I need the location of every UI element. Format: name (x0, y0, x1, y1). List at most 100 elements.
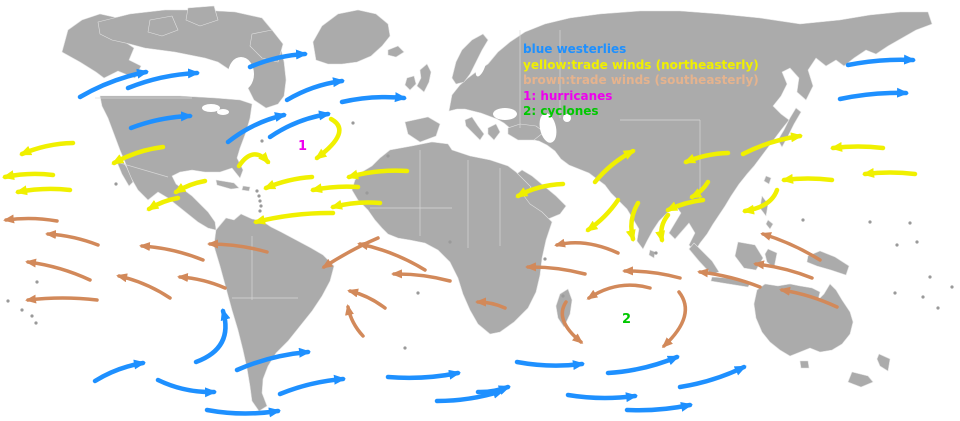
yellow-wind-arrow (19, 140, 76, 157)
yellow-wind-arrow (862, 167, 918, 178)
lakes-layer (202, 55, 571, 143)
brown-wind-arrow (753, 260, 814, 280)
blue-wind-arrow (514, 359, 585, 371)
blue-wind-arrow (475, 384, 511, 395)
small-island-dot (928, 275, 932, 279)
brown-wind-arrow (560, 300, 584, 344)
small-island-dot (908, 221, 912, 225)
small-island-dot (801, 218, 805, 222)
yellow-wind-arrow (625, 200, 641, 242)
blue-wind-arrow (277, 374, 346, 397)
brown-wind-arrow (525, 262, 587, 276)
yellow-wind-arrow (742, 187, 780, 215)
small-island-dot (561, 294, 565, 298)
brown-wind-arrow (622, 266, 682, 280)
brown-wind-arrow (25, 258, 92, 282)
yellow-wind-arrow (173, 178, 208, 195)
yellow-wind-arrow (263, 174, 315, 191)
brown-wind-arrow (347, 288, 387, 310)
hurricane-region-label: 1 (298, 139, 307, 154)
landmass-canada (97, 9, 287, 109)
yellow-wind-arrow (111, 144, 166, 166)
landmass-usa-mexico (99, 95, 253, 231)
country-borders-layer (95, 30, 701, 300)
landmass-anatolia (507, 123, 545, 141)
yellow-wind-arrow (689, 179, 711, 200)
yellow-wind-arrow (655, 212, 671, 243)
blue-wind-arrow (565, 392, 638, 403)
landmass-ireland (404, 75, 417, 91)
yellow-wind-arrow (781, 173, 835, 184)
brown-wind-arrow (321, 236, 380, 269)
blue-wind-arrow (267, 110, 331, 140)
small-island-dot (34, 321, 38, 325)
landmass-sri-lanka (648, 249, 656, 259)
yellow-wind-arrow (585, 197, 621, 233)
landmass-greenland (312, 9, 391, 65)
brown-wind-arrow (554, 238, 620, 255)
brown-wind-arrow (139, 242, 205, 262)
brown-wind-arrow (586, 283, 652, 300)
yellow-wind-arrow (330, 199, 383, 210)
landmass-italy (464, 116, 485, 141)
landmass-iceland (387, 45, 405, 58)
small-island-dot (893, 291, 897, 295)
brown-wind-arrow (661, 290, 688, 349)
brown-wind-arrow (345, 304, 365, 338)
blue-wind-arrow (605, 354, 680, 376)
landmass-arctic-island (147, 15, 179, 37)
blue-wind-arrow (837, 87, 909, 102)
brown-wind-arrow (25, 294, 99, 304)
small-island-dot (20, 308, 24, 312)
brown-wind-arrow (3, 214, 59, 224)
brown-wind-arrow (391, 269, 452, 283)
small-island-dot (114, 182, 118, 186)
brown-wind-arrow (779, 286, 839, 309)
small-island-dot (35, 280, 39, 284)
cyclone-region-label: 2 (622, 312, 631, 327)
small-island-dot (351, 121, 355, 125)
small-islands-layer (6, 121, 954, 350)
yellow-wind-arrow (146, 195, 181, 212)
brown-wind-arrow (697, 268, 762, 289)
blue-wind-arrow (193, 308, 231, 365)
small-island-dot (260, 139, 264, 143)
small-island-dot (915, 240, 919, 244)
legend-westerlies: blue westerlies (523, 42, 627, 56)
blue-wind-arrow (677, 364, 747, 390)
yellow-wind-arrow (515, 181, 566, 199)
baltic-sea (475, 55, 487, 77)
landmass-philippines (765, 219, 774, 230)
landmass-hispaniola (241, 185, 251, 192)
landmass-africa (351, 141, 553, 335)
landmass-baffin (249, 29, 284, 63)
great-lakes (217, 109, 229, 115)
aral-sea (563, 114, 571, 122)
blue-wind-arrow (284, 77, 345, 103)
brown-wind-arrow (475, 297, 507, 310)
yellow-wind-arrow (236, 151, 271, 169)
brown-wind-arrow (177, 273, 227, 290)
legend-hurricanes: 1: hurricanes (523, 88, 613, 103)
small-island-dot (543, 257, 547, 261)
blue-wind-arrow (155, 377, 217, 398)
small-island-dot (258, 199, 262, 203)
blue-wind-arrow (125, 68, 200, 91)
hudson-bay (228, 57, 254, 91)
small-island-dot (868, 220, 872, 224)
blue-wind-arrow (225, 112, 287, 145)
yellow-wind-arrow (314, 116, 342, 161)
landmass-scandinavia (451, 33, 489, 85)
landmass-nz-north (876, 353, 891, 372)
blue-wind-arrow (77, 68, 149, 100)
brown-wind-arrow (357, 241, 427, 272)
small-island-dot (895, 243, 899, 247)
small-island-dot (921, 295, 925, 299)
small-island-dot (6, 299, 10, 303)
blue-wind-arrow (204, 407, 281, 418)
small-island-dot (259, 204, 263, 208)
landmass-sumatra (688, 242, 720, 275)
small-island-dot (416, 291, 420, 295)
yellow-wind-arrow (740, 132, 803, 157)
